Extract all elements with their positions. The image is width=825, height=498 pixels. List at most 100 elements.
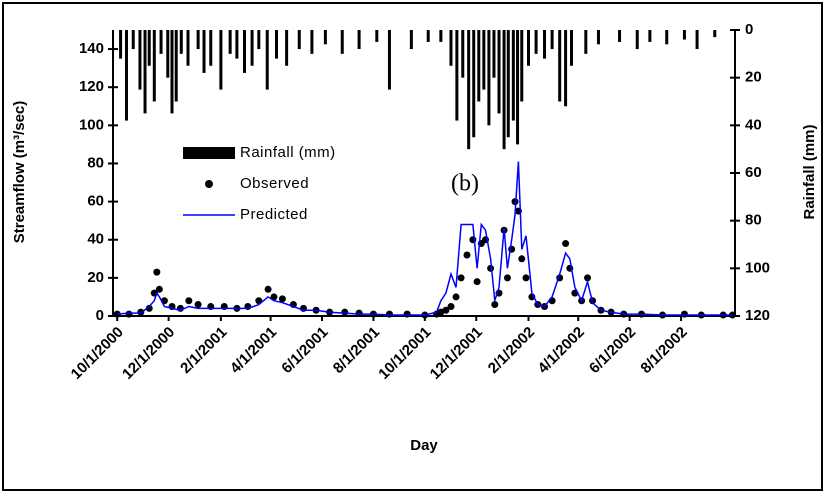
y-tick-label: 80 — [87, 154, 104, 171]
rainfall-bar — [297, 30, 301, 50]
observed-point — [447, 302, 455, 310]
rainfall-bar — [492, 30, 496, 78]
y-tick-label: 120 — [79, 78, 104, 95]
rainfall-bar — [477, 30, 481, 102]
rainfall-bar — [310, 30, 314, 54]
legend-label: Observed — [240, 175, 309, 192]
legend-label: Predicted — [240, 206, 308, 223]
rainfall-bar — [250, 30, 254, 66]
rainfall-bar — [228, 30, 232, 54]
rainfall-bar — [550, 30, 554, 50]
rainfall-bar — [179, 30, 183, 54]
observed-point — [463, 251, 471, 259]
observed-point — [145, 304, 153, 312]
rainfall-bar — [497, 30, 501, 114]
rainfall-bar — [543, 30, 547, 59]
observed-point — [185, 297, 193, 305]
y-tick-label: 0 — [96, 307, 104, 324]
rainfall-bar — [520, 30, 524, 102]
observed-point — [442, 306, 450, 314]
rainfall-bar — [340, 30, 344, 54]
observed-point — [680, 310, 688, 318]
rainfall-bar — [682, 30, 686, 40]
annotation: (b) — [451, 171, 479, 197]
rainfall-bar — [584, 30, 588, 54]
y2-tick-label: 100 — [745, 259, 770, 276]
rainfall-bar — [569, 30, 573, 66]
observed-point — [264, 285, 272, 293]
legend-swatch — [183, 147, 235, 159]
observed-point — [278, 295, 286, 303]
y-axis-label: Streamflow (m³/sec) — [11, 101, 28, 244]
rainfall-bar — [242, 30, 246, 73]
observed-point — [125, 310, 133, 318]
rainfall-bar — [502, 30, 506, 150]
rainfall-bar — [375, 30, 379, 42]
rainfall-bar — [209, 30, 213, 66]
y2-tick-label: 60 — [745, 164, 762, 181]
rainfall-bar — [564, 30, 568, 107]
observed-point — [511, 198, 519, 206]
y2-tick-label: 120 — [745, 307, 770, 324]
rainfall-bar — [124, 30, 128, 121]
observed-point — [385, 310, 393, 318]
rainfall-bar — [461, 30, 465, 78]
observed-point — [491, 301, 499, 309]
observed-point — [452, 293, 460, 301]
rainfall-bar — [138, 30, 142, 90]
observed-point — [473, 278, 481, 286]
rainfall-bar — [275, 30, 279, 59]
rainfall-bar — [174, 30, 178, 102]
rainfall-bar — [323, 30, 327, 45]
rainfall-bar — [152, 30, 156, 102]
rainfall-bar — [439, 30, 443, 42]
observed-point — [562, 240, 570, 248]
rainfall-bar — [387, 30, 391, 90]
y2-axis-label: Rainfall (mm) — [801, 124, 818, 219]
rainfall-bar — [467, 30, 471, 150]
y-tick-label: 100 — [79, 116, 104, 133]
observed-point — [503, 274, 511, 282]
rainfall-bar — [449, 30, 453, 66]
observed-point — [153, 268, 161, 276]
rainfall-bar — [618, 30, 622, 42]
y2-tick-label: 40 — [745, 116, 762, 133]
y-tick-label: 140 — [79, 40, 104, 57]
rainfall-bar — [426, 30, 430, 42]
legend-swatch — [205, 180, 213, 188]
rainfall-bar — [558, 30, 562, 102]
legend-label: Rainfall (mm) — [240, 144, 336, 161]
y2-tick-label: 20 — [745, 69, 762, 86]
rainfall-bar — [219, 30, 223, 90]
rainfall-bar — [285, 30, 289, 66]
y-tick-label: 40 — [87, 231, 104, 248]
rainfall-bar — [235, 30, 239, 59]
rainfall-bar — [143, 30, 147, 114]
y2-tick-label: 0 — [745, 21, 753, 38]
rainfall-bar — [695, 30, 699, 50]
observed-point — [457, 274, 465, 282]
observed-point — [341, 308, 349, 316]
rainfall-bar — [159, 30, 163, 54]
rainfall-bar — [648, 30, 652, 42]
predicted-line — [117, 161, 733, 316]
rainfall-bar — [487, 30, 491, 126]
rainfall-bar — [455, 30, 459, 121]
rainfall-bar — [186, 30, 190, 66]
rainfall-bar — [265, 30, 269, 90]
rainfall-bar — [482, 30, 486, 90]
y-tick-label: 60 — [87, 193, 104, 210]
rainfall-bar — [506, 30, 510, 138]
observed-point — [518, 255, 526, 263]
rainfall-bar — [131, 30, 135, 50]
observed-point — [584, 274, 592, 282]
rainfall-bar — [596, 30, 600, 45]
rainfall-bar — [170, 30, 174, 114]
observed-point — [194, 301, 202, 309]
rainfall-bar — [119, 30, 123, 59]
rainfall-bar — [257, 30, 261, 50]
rainfall-bar — [357, 30, 361, 50]
rainfall-bar — [196, 30, 200, 50]
rainfall-bar — [527, 30, 531, 66]
